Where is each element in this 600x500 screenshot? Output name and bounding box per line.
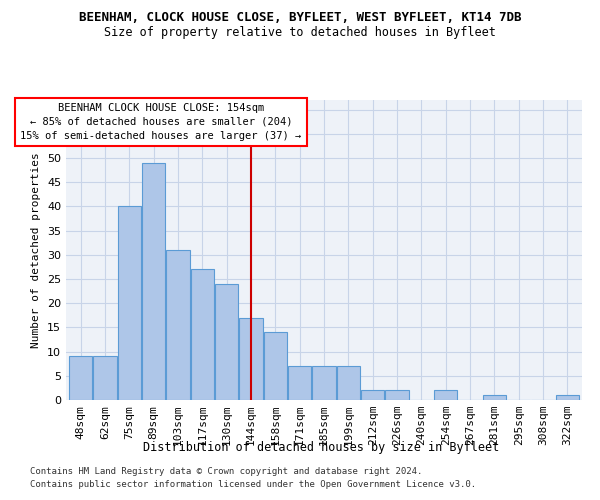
Bar (191, 270, 214, 400)
Text: Contains public sector information licensed under the Open Government Licence v3: Contains public sector information licen… (30, 480, 476, 489)
Bar (337, 366, 360, 400)
Bar (556, 395, 579, 400)
Bar (118, 206, 141, 400)
Bar (142, 163, 165, 400)
Bar (483, 395, 506, 400)
Bar (288, 366, 311, 400)
Bar (94, 356, 116, 400)
Text: Size of property relative to detached houses in Byfleet: Size of property relative to detached ho… (104, 26, 496, 39)
Bar (69, 356, 92, 400)
Y-axis label: Number of detached properties: Number of detached properties (31, 152, 41, 348)
Text: Contains HM Land Registry data © Crown copyright and database right 2024.: Contains HM Land Registry data © Crown c… (30, 467, 422, 476)
Bar (166, 250, 190, 400)
Bar (361, 390, 384, 400)
Bar (385, 390, 409, 400)
Bar (434, 390, 457, 400)
Text: BEENHAM, CLOCK HOUSE CLOSE, BYFLEET, WEST BYFLEET, KT14 7DB: BEENHAM, CLOCK HOUSE CLOSE, BYFLEET, WES… (79, 11, 521, 24)
Bar (239, 318, 263, 400)
Text: Distribution of detached houses by size in Byfleet: Distribution of detached houses by size … (143, 441, 499, 454)
Bar (215, 284, 238, 400)
Bar (264, 332, 287, 400)
Bar (313, 366, 335, 400)
Text: BEENHAM CLOCK HOUSE CLOSE: 154sqm
← 85% of detached houses are smaller (204)
15%: BEENHAM CLOCK HOUSE CLOSE: 154sqm ← 85% … (20, 103, 302, 141)
